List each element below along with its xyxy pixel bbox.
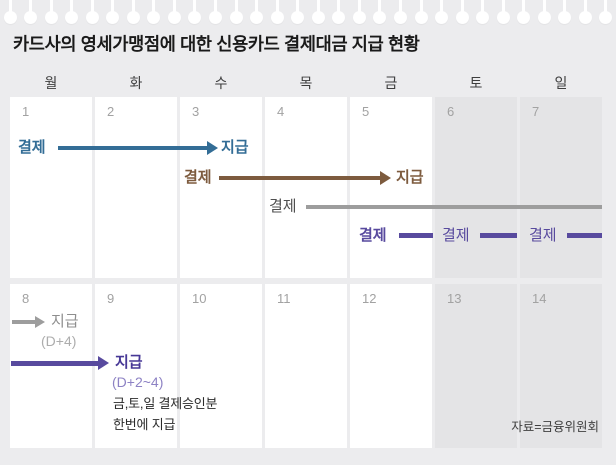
day-number: 2 [107,104,115,119]
day-number: 12 [362,291,377,306]
arrow-head-icon [380,171,391,185]
pin-icon [147,0,161,25]
day-number: 11 [277,291,291,306]
payout-label: 지급 [396,169,424,186]
day-number: 6 [447,104,455,119]
pin-icon [373,0,387,25]
day-number: 14 [532,291,547,306]
pin-icon [578,0,592,25]
pin-icon [352,0,366,25]
weekday-label: 화 [129,75,143,91]
calendar-cell: 8 [10,284,92,448]
weekday-label: 금 [384,75,398,91]
pin-icon [558,0,572,25]
batch-description-line1: 금,토,일 결제승인분 [113,396,218,411]
arrow-line [399,233,433,238]
arrow-line [11,361,98,366]
day-number: 4 [277,104,285,119]
day-number: 13 [447,291,462,306]
arrow-line [58,146,207,150]
weekday-label: 일 [554,75,568,91]
arrow-line [219,176,380,180]
pin-icon [291,0,305,25]
weekday-label: 목 [299,75,313,91]
calendar-cell: 11 [265,284,347,448]
payment-label-sun: 결제 [529,227,557,244]
payment-label-sat: 결제 [442,227,470,244]
pin-icon [106,0,120,25]
pin-icon [599,0,613,25]
calendar-cell: 10 [180,284,262,448]
calendar-cell: 5 [350,97,432,278]
payment-label: 결제 [269,198,297,215]
calendar-cell: 14 [520,284,602,448]
calendar-cell: 12 [350,284,432,448]
pin-icon [455,0,469,25]
calendar-cell: 4 [265,97,347,278]
source-credit: 자료=금융위원회 [511,420,599,434]
pin-icon [3,0,17,25]
pin-icon [250,0,264,25]
arrow-line [12,320,35,324]
payout-delay-note: (D+2~4) [112,374,164,390]
weekday-label: 토 [469,75,483,91]
day-number: 5 [362,104,370,119]
day-number: 7 [532,104,540,119]
day-number: 8 [22,291,30,306]
arrow-head-icon [98,356,109,370]
pin-icon [229,0,243,25]
pin-icon [167,0,181,25]
calendar-cell: 13 [435,284,517,448]
pin-icon [209,0,222,25]
payout-label: 지급 [115,354,143,371]
pin-icon [496,0,510,25]
weekday-label: 수 [214,75,228,91]
pin-icon [537,0,551,25]
page-title: 카드사의 영세가맹점에 대한 신용카드 결제대금 지급 현황 [13,34,420,54]
pin-icon [85,0,99,25]
pin-icon [24,0,38,25]
arrow-line [567,233,602,238]
pin-icon [435,0,449,25]
day-number: 10 [192,291,207,306]
payout-label: 지급 [51,313,79,330]
pin-icon [332,0,346,25]
calendar-cell: 3 [180,97,262,278]
pin-icon [414,0,428,25]
payout-delay-note: (D+4) [41,333,77,349]
pin-icon [476,0,490,25]
pin-icon [270,0,284,25]
batch-description-line2: 한번에 지급 [113,417,176,432]
payment-label: 결제 [184,169,212,186]
pin-icon [44,0,58,25]
day-number: 9 [107,291,115,306]
calendar-cell: 1 [10,97,92,278]
weekday-label: 월 [44,75,58,91]
arrow-head-icon [207,141,218,155]
calendar-cell: 7 [520,97,602,278]
arrow-line [480,233,517,238]
pin-icon [126,0,140,25]
pin-icon [311,0,325,25]
pin-icon [517,0,531,25]
arrow-head-icon [35,316,45,328]
calendar-cell: 2 [95,97,177,278]
arrow-line [306,205,602,209]
day-number: 3 [192,104,200,119]
calendar-cell: 6 [435,97,517,278]
pin-icon [65,0,79,25]
payment-label: 결제 [18,139,46,156]
day-number: 1 [22,104,30,119]
pin-icon [393,0,407,25]
payment-label-fri: 결제 [359,227,387,244]
pin-icon [188,0,202,25]
payout-label: 지급 [221,139,249,156]
